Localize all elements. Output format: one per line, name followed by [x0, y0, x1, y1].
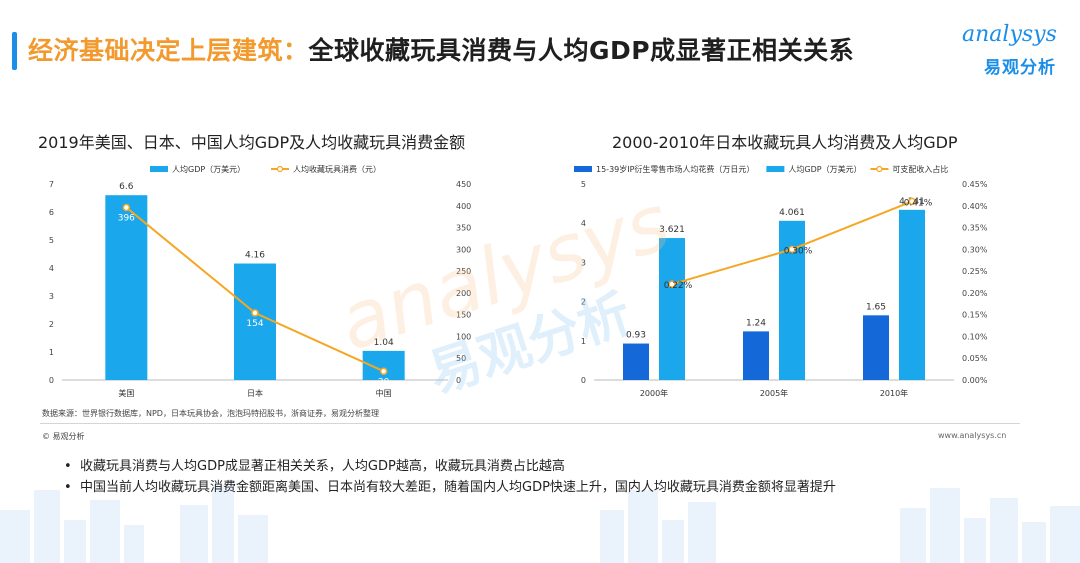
y-right-tick-label: 50	[456, 354, 466, 363]
legend-swatch	[574, 166, 592, 172]
line-value-label: 0.41%	[904, 198, 933, 208]
line-value-label: 0.22%	[664, 281, 693, 291]
y-right-tick-label: 350	[456, 224, 471, 233]
line-point	[788, 245, 796, 254]
summary-bullet: • 中国当前人均收藏玩具消费金额距离美国、日本尚有较大差距，随着国内人均GDP快速…	[64, 480, 836, 495]
page-title-lead: 经济基础决定上层建筑：	[28, 36, 309, 65]
footer-divider	[40, 423, 1020, 424]
chart1-gdp-vs-toy-spend: 0 1 2 3 4 5 6 7 0 50 100 150 200 250 300 350 400 450 人均GDP…	[49, 164, 471, 398]
page-title: 经济基础决定上层建筑：全球收藏玩具消费与人均GDP成显著正相关关系	[28, 31, 854, 67]
bar	[105, 195, 148, 380]
bar-value-label: 1.24	[746, 318, 766, 328]
y-right-tick-label: 100	[456, 332, 471, 341]
x-tick-label: 美国	[118, 388, 134, 398]
page-title-rest: 全球收藏玩具消费与人均GDP成显著正相关关系	[308, 36, 855, 65]
line-point	[122, 203, 131, 212]
bar	[899, 209, 925, 380]
data-source-note: 数据来源：世界银行数据库，NPD，日本玩具协会，泡泡玛特招股书，浙商证券，易观分…	[42, 409, 379, 418]
bar	[863, 315, 889, 380]
y-right-tick-label: 0.20%	[962, 289, 988, 298]
y-right-tick-label: 0.25%	[962, 267, 988, 276]
y-right-tick-label: 400	[456, 202, 471, 211]
summary-bullet-text: 收藏玩具消费与人均GDP成显著正相关关系，人均GDP越高，收藏玩具消费占比越高	[80, 459, 565, 474]
legend-swatch	[150, 166, 168, 172]
line-point	[668, 280, 676, 288]
summary-bullet: • 收藏玩具消费与人均GDP成显著正相关关系，人均GDP越高，收藏玩具消费占比越高	[64, 459, 565, 474]
y-right-tick-label: 0.35%	[962, 224, 988, 233]
bar-value-label: 1.65	[866, 302, 886, 312]
line-point	[251, 309, 259, 317]
bar-value-label: 1.04	[374, 338, 394, 348]
y-left-tick-label: 5	[581, 180, 586, 189]
y-left-tick-label: 4	[581, 219, 586, 228]
x-tick-label: 中国	[376, 388, 392, 398]
chart1-title: 2019年美国、日本、中国人均GDP及人均收藏玩具消费金额	[38, 133, 466, 152]
y-right-tick-label: 0.05%	[962, 354, 988, 363]
bar	[623, 343, 649, 380]
background-skyline	[0, 485, 1080, 563]
y-left-tick-label: 4	[49, 264, 54, 273]
x-tick-label: 日本	[247, 388, 263, 398]
x-tick-label: 2010年	[880, 388, 908, 398]
logo-wordmark: analysys	[962, 22, 1057, 47]
y-right-tick-label: 300	[456, 245, 471, 254]
bar-value-label: 4.16	[245, 251, 265, 261]
footer-url[interactable]: www.analysys.cn	[938, 431, 1007, 440]
line-value-label: 20	[378, 377, 390, 387]
analysys-logo: analysys 易观分析	[962, 22, 1072, 80]
bar-value-label: 4.061	[779, 208, 805, 218]
chart2-japan-2000-2010: 0 1 2 3 4 5 0.00% 0.05% 0.10% 0.15% 0.20% 0.25% 0.30…	[574, 164, 988, 398]
legend-swatch	[276, 165, 284, 173]
bar-value-label: 3.621	[659, 225, 685, 235]
y-right-tick-label: 200	[456, 289, 471, 298]
summary-bullets: • 收藏玩具消费与人均GDP成显著正相关关系，人均GDP越高，收藏玩具消费占比越高…	[64, 456, 1024, 498]
y-left-tick-label: 1	[581, 337, 586, 346]
bar-value-label: 6.6	[119, 182, 134, 192]
y-right-tick-label: 0.10%	[962, 332, 988, 341]
bar	[234, 263, 276, 380]
bar	[659, 238, 685, 380]
line-point	[908, 197, 916, 206]
y-right-tick-label: 0.30%	[962, 245, 988, 254]
y-right-tick-label: 0	[456, 376, 461, 385]
legend-label: 人均收藏玩具消费（元）	[293, 164, 381, 174]
y-left-tick-label: 7	[49, 180, 54, 189]
bar-value-label: 0.93	[626, 331, 646, 341]
y-left-tick-label: 0	[49, 376, 54, 385]
legend-label: 可支配收入占比	[892, 164, 948, 174]
chart2-title: 2000-2010年日本收藏玩具人均消费及人均GDP	[612, 133, 958, 152]
y-left-tick-label: 3	[581, 258, 586, 267]
line-value-label: 0.30%	[784, 246, 813, 256]
line-point	[379, 367, 388, 376]
legend-label: 人均GDP（万美元）	[172, 164, 245, 174]
logo-chinese-name: 易观分析	[984, 58, 1056, 78]
line-value-label: 396	[118, 214, 135, 224]
legend-swatch	[876, 165, 883, 173]
summary-bullet-text: 中国当前人均收藏玩具消费金额距离美国、日本尚有较大差距，随着国内人均GDP快速上…	[80, 480, 836, 495]
legend-label: 人均GDP（万美元）	[788, 164, 861, 174]
y-left-tick-label: 5	[49, 236, 54, 245]
x-tick-label: 2000年	[640, 388, 668, 398]
y-right-tick-label: 0.00%	[962, 376, 988, 385]
bar	[743, 331, 769, 380]
y-left-tick-label: 2	[581, 298, 586, 307]
y-right-tick-label: 0.15%	[962, 311, 988, 320]
footer-copyright: © 易观分析	[42, 432, 85, 441]
line-value-label: 154	[246, 319, 263, 329]
header-accent-bar	[12, 32, 17, 70]
y-right-tick-label: 0.45%	[962, 180, 988, 189]
y-right-tick-label: 450	[456, 180, 471, 189]
legend-label: 15-39岁IP衍生零售市场人均花费（万日元）	[596, 164, 754, 174]
y-left-tick-label: 3	[49, 292, 54, 301]
y-left-tick-label: 0	[581, 376, 586, 385]
x-tick-label: 2005年	[760, 388, 788, 398]
y-right-tick-label: 150	[456, 311, 471, 320]
y-left-tick-label: 1	[49, 348, 54, 357]
y-right-tick-label: 0.40%	[962, 202, 988, 211]
y-left-tick-label: 6	[49, 208, 54, 217]
legend-swatch	[766, 166, 785, 172]
y-left-tick-label: 2	[49, 320, 54, 329]
y-right-tick-label: 250	[456, 267, 471, 276]
